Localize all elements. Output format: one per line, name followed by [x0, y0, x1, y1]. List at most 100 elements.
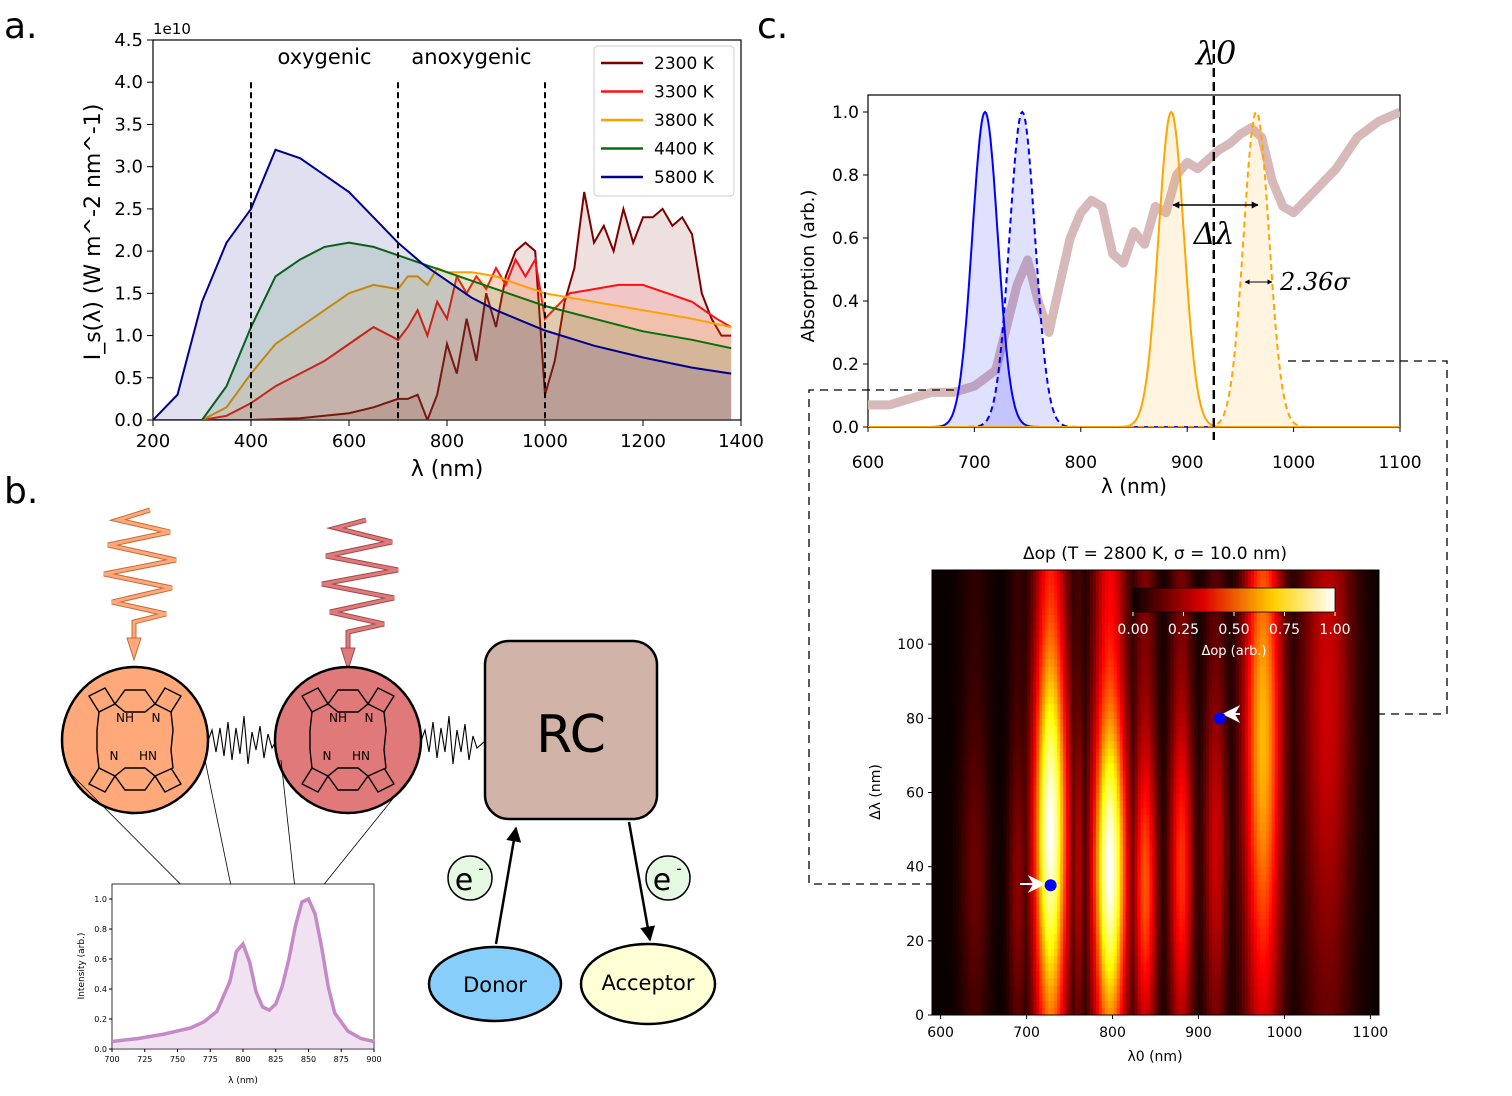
- heatmap-cell: [958, 851, 963, 860]
- heatmap-cell: [979, 881, 984, 890]
- heatmap-cell: [970, 592, 975, 601]
- heatmap-cell: [985, 659, 990, 668]
- heatmap-cell: [979, 777, 984, 786]
- heatmap-cell: [932, 570, 936, 579]
- heatmap-cell: [949, 874, 954, 883]
- heatmap-cell: [988, 859, 993, 868]
- heatmap-cell: [934, 718, 939, 727]
- heatmap-cell: [964, 948, 969, 957]
- heatmap-cell: [958, 688, 963, 697]
- heatmap-cell: [934, 696, 939, 705]
- heatmap-cell: [940, 888, 945, 897]
- inset-line: [111, 896, 375, 1044]
- heatmap-cell: [952, 888, 957, 897]
- heatmap-cell: [958, 963, 963, 972]
- heatmap-cell: [961, 673, 966, 682]
- heatmap-cell: [946, 888, 951, 897]
- inset-x-tick-label: 900: [366, 1055, 381, 1064]
- heatmap-cell: [970, 822, 975, 831]
- heatmap-cell: [973, 896, 978, 905]
- heatmap-cell: [934, 933, 939, 942]
- emission-inset-chart: 700 725 750 775 800 825 850 875 900 0.00.20.40.6…: [77, 883, 382, 1086]
- heatmap-cell: [940, 807, 945, 816]
- heatmap-cell: [970, 799, 975, 808]
- photon-arrowhead-2: [340, 647, 356, 672]
- heatmap-cell: [958, 911, 963, 920]
- heatmap-cell: [952, 866, 957, 875]
- line-4400-K: [153, 241, 732, 420]
- heatmap-cell: [943, 577, 948, 586]
- heatmap-cell: [943, 755, 948, 764]
- heatmap-cell: [976, 666, 981, 675]
- heatmap-cell: [955, 963, 960, 972]
- heatmap-cell: [958, 577, 963, 586]
- heatmap-cell: [967, 1007, 972, 1015]
- heatmap-cell: [982, 703, 987, 712]
- heatmap-cell: [970, 955, 975, 964]
- heatmap-cell: [982, 992, 987, 1001]
- heatmap-cell: [979, 673, 984, 682]
- heatmap-cell: [985, 896, 990, 905]
- heatmap-cell: [982, 748, 987, 757]
- heatmap-cell: [964, 755, 969, 764]
- heatmap-cell: [964, 859, 969, 868]
- heatmap-cell: [940, 718, 945, 727]
- heatmap-cell: [982, 1007, 987, 1015]
- heatmap-cell: [988, 851, 993, 860]
- heatmap-cell: [943, 718, 948, 727]
- heatmap-cell: [946, 681, 951, 690]
- heatmap-cell: [949, 733, 954, 742]
- inset-x-tick-label: 700: [104, 1055, 119, 1064]
- heatmap-cell: [949, 799, 954, 808]
- heatmap-cell: [946, 985, 951, 994]
- inset-series-group: [111, 896, 375, 1049]
- heatmap-cell: [949, 814, 954, 823]
- heatmap-cell: [949, 1000, 954, 1009]
- heatmap-cell: [958, 807, 963, 816]
- heatmap-cell: [961, 636, 966, 645]
- heatmap-cell: [964, 688, 969, 697]
- heatmap-cell: [955, 577, 960, 586]
- heatmap-cell: [961, 859, 966, 868]
- heatmap-cell: [961, 733, 966, 742]
- heatmap-cell: [955, 740, 960, 749]
- heatmap-cell: [949, 644, 954, 653]
- heatmap-cell: [946, 940, 951, 949]
- heatmap-cell: [979, 955, 984, 964]
- heatmap-cell: [958, 629, 963, 638]
- heatmap-cell: [988, 837, 993, 846]
- heatmap-cell: [952, 577, 957, 586]
- heatmap-cell: [970, 681, 975, 690]
- heatmap-cell: [949, 992, 954, 1001]
- heatmap-cell: [958, 718, 963, 727]
- heatmap-cell: [958, 673, 963, 682]
- inset-y-tick-label: 1.0: [94, 895, 107, 904]
- heatmap-cell: [979, 1000, 984, 1009]
- heatmap-cell: [952, 762, 957, 771]
- legend-box: [593, 45, 735, 197]
- heatmap-cell: [937, 681, 942, 690]
- heatmap-cell: [967, 733, 972, 742]
- acceptor: [579, 942, 717, 1026]
- heatmap-cell: [976, 725, 981, 734]
- heatmap-cell: [946, 710, 951, 719]
- heatmap-cell: [979, 644, 984, 653]
- heatmap-cell: [976, 955, 981, 964]
- heatmap-cell: [949, 940, 954, 949]
- spectra-scale-label: 1e10: [153, 20, 191, 38]
- heatmap-cell: [961, 948, 966, 957]
- heatmap-cell: [973, 799, 978, 808]
- heatmap-cell: [952, 896, 957, 905]
- heatmap-cell: [976, 851, 981, 860]
- heatmap-cell: [943, 607, 948, 616]
- heatmap-cell: [952, 636, 957, 645]
- heatmap-cell: [946, 881, 951, 890]
- heatmap-cell: [970, 881, 975, 890]
- heatmap-cell: [964, 577, 969, 586]
- heatmap-cell: [979, 748, 984, 757]
- spectra-series-group: [153, 148, 732, 420]
- heatmap-cell: [985, 725, 990, 734]
- heatmap-cell: [988, 970, 993, 979]
- heatmap-cell: [932, 599, 936, 608]
